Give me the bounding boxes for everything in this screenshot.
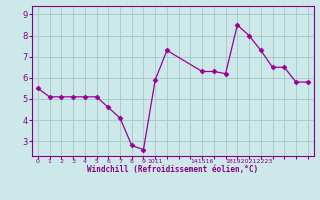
X-axis label: Windchill (Refroidissement éolien,°C): Windchill (Refroidissement éolien,°C)	[87, 165, 258, 174]
